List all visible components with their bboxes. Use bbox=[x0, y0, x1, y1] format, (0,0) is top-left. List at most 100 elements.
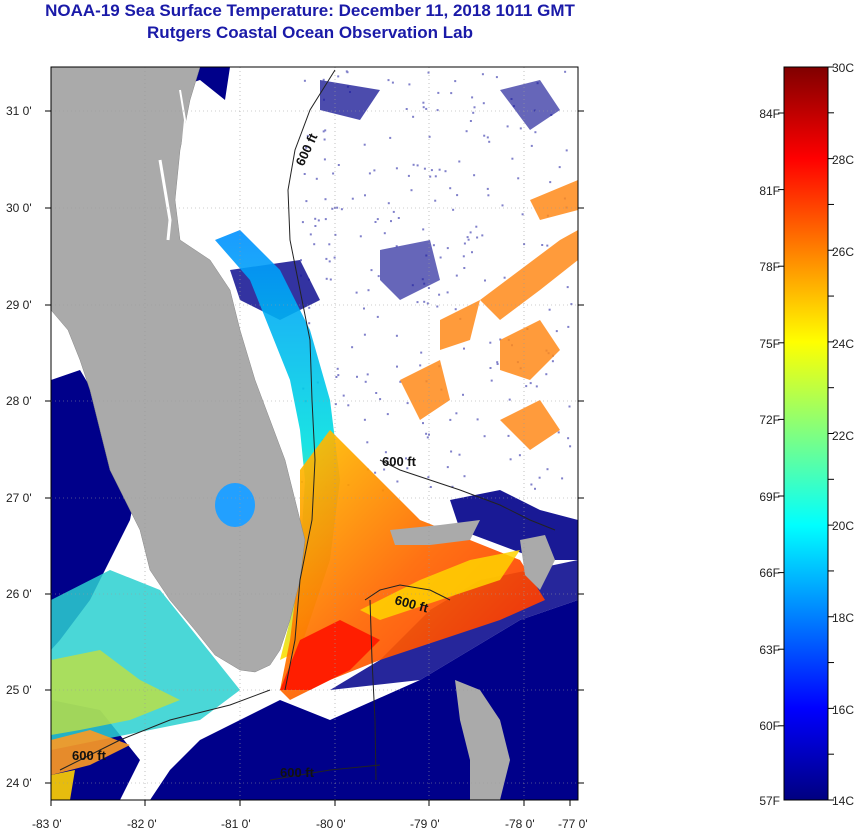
speckle-dot bbox=[309, 233, 312, 236]
speckle-dot bbox=[430, 169, 433, 172]
speckle-dot bbox=[366, 441, 369, 444]
speckle-dot bbox=[363, 333, 366, 336]
speckle-dot bbox=[364, 380, 367, 383]
colorbar bbox=[783, 66, 829, 801]
speckle-dot bbox=[472, 111, 475, 114]
speckle-dot bbox=[437, 91, 440, 94]
speckle-dot bbox=[412, 163, 415, 166]
lon-label: -83 0' bbox=[32, 817, 62, 831]
contour-600ft-florida bbox=[284, 69, 336, 691]
speckle-dot bbox=[450, 450, 453, 453]
speckle-dot bbox=[425, 107, 428, 110]
speckle-dot bbox=[422, 228, 425, 231]
speckle-dot bbox=[390, 220, 392, 223]
cb-celsius-label: 30C bbox=[832, 61, 854, 75]
speckle-dot bbox=[408, 83, 411, 86]
speckle-dot bbox=[423, 300, 426, 303]
cb-fahrenheit-label: 72F bbox=[759, 413, 780, 427]
speckle-dot bbox=[545, 373, 548, 376]
speckle-dot bbox=[564, 70, 567, 73]
cb-fahrenheit-label: 75F bbox=[759, 337, 780, 351]
speckle-dot bbox=[511, 157, 514, 160]
speckle-dot bbox=[407, 174, 410, 177]
speckle-dot bbox=[439, 256, 442, 259]
speckle-dot bbox=[495, 76, 498, 79]
speckle-dot bbox=[337, 374, 340, 377]
cb-fahrenheit-label: 66F bbox=[759, 566, 780, 580]
speckle-dot bbox=[454, 80, 457, 83]
speckle-dot bbox=[503, 276, 506, 279]
speckle-dot bbox=[364, 194, 366, 197]
colorbar-fahrenheit-labels: 84F 81F 78F 75F 72F 69F 66F 63F 60F 57F bbox=[759, 107, 780, 808]
speckle-dot bbox=[317, 219, 320, 222]
depth-contours bbox=[59, 69, 556, 781]
inland-river-north bbox=[179, 89, 187, 151]
lat-label: 27 0' bbox=[6, 491, 32, 505]
speckle-dot bbox=[395, 245, 398, 248]
speckle-dot bbox=[387, 202, 390, 205]
speckle-dot bbox=[565, 149, 568, 152]
speckle-dot bbox=[465, 130, 468, 133]
speckle-dot bbox=[538, 476, 541, 479]
cb-fahrenheit-label: 69F bbox=[759, 490, 780, 504]
speckle-dot bbox=[507, 434, 510, 437]
speckle-dot bbox=[506, 125, 509, 128]
lat-label: 26 0' bbox=[6, 587, 32, 601]
lat-label: 31 0' bbox=[6, 104, 32, 118]
speckle-dot bbox=[484, 279, 486, 282]
cb-fahrenheit-label: 81F bbox=[759, 184, 780, 198]
speckle-dot bbox=[499, 338, 502, 341]
speckle-dot bbox=[355, 291, 358, 294]
speckle-dot bbox=[551, 360, 554, 363]
speckle-dot bbox=[533, 109, 536, 112]
speckle-dot bbox=[308, 278, 310, 281]
ne-warm-patches bbox=[400, 180, 578, 450]
speckle-dot bbox=[366, 373, 369, 376]
speckle-dot bbox=[368, 172, 371, 175]
speckle-dot bbox=[389, 136, 392, 139]
speckle-dot bbox=[517, 177, 520, 180]
speckle-dot bbox=[523, 243, 526, 246]
speckle-dot bbox=[328, 260, 331, 263]
speckle-dot bbox=[521, 213, 524, 216]
speckle-dot bbox=[376, 218, 379, 221]
speckle-dot bbox=[422, 101, 425, 104]
speckle-dot bbox=[496, 361, 499, 364]
speckle-dot bbox=[566, 286, 569, 289]
lon-label: -79 0' bbox=[410, 817, 440, 831]
speckle-dot bbox=[300, 274, 302, 277]
speckle-dot bbox=[328, 243, 331, 246]
speckle-dot bbox=[434, 175, 437, 178]
speckle-dot bbox=[434, 199, 437, 202]
speckle-dot bbox=[300, 259, 302, 262]
speckle-dot bbox=[482, 102, 485, 105]
contour-600ft-keys bbox=[59, 689, 271, 771]
speckle-dot bbox=[570, 303, 573, 306]
speckle-dot bbox=[416, 301, 419, 304]
speckle-dot bbox=[567, 437, 570, 440]
speckle-dot bbox=[458, 453, 461, 456]
speckle-dot bbox=[530, 483, 533, 486]
speckle-dot bbox=[334, 233, 337, 236]
speckle-dot bbox=[384, 451, 387, 454]
speckle-dot bbox=[438, 293, 441, 296]
speckle-dot bbox=[469, 120, 472, 122]
speckle-dot bbox=[426, 302, 429, 305]
speckle-dot bbox=[512, 105, 515, 108]
speckle-dot bbox=[428, 433, 430, 436]
speckle-dot bbox=[346, 85, 349, 88]
speckle-dot bbox=[550, 114, 553, 116]
speckle-dot bbox=[303, 79, 306, 82]
speckle-dot bbox=[467, 238, 470, 241]
speckle-dot bbox=[541, 244, 544, 246]
contour-label-straits: 600 ft bbox=[280, 765, 315, 780]
speckle-dot bbox=[489, 367, 492, 369]
longitude-labels: -83 0' -82 0' -81 0' -80 0' -79 0' -78 0… bbox=[32, 817, 588, 831]
gulf-stream-core bbox=[280, 620, 380, 690]
speckle-dot bbox=[393, 460, 396, 463]
speckle-dot bbox=[444, 170, 447, 173]
speckle-dot bbox=[346, 71, 349, 74]
speckle-dot bbox=[374, 471, 377, 474]
cb-fahrenheit-label: 63F bbox=[759, 643, 780, 657]
